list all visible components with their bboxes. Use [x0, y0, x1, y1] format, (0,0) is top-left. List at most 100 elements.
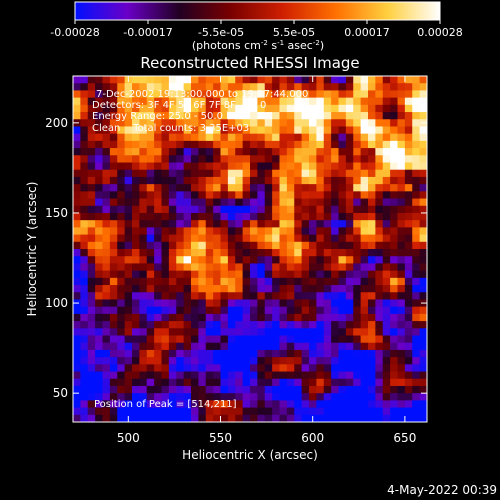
heatmap-cell — [73, 234, 81, 243]
heatmap-cell — [124, 119, 133, 128]
heatmap-cell — [375, 162, 384, 171]
heatmap-cell — [109, 140, 118, 149]
heatmap-cell — [183, 263, 192, 272]
heatmap-cell — [146, 97, 155, 106]
heatmap-cell — [331, 306, 340, 315]
heatmap-cell — [132, 220, 140, 228]
heatmap-cell — [257, 285, 266, 293]
heatmap-cell — [368, 349, 376, 358]
heatmap-cell — [168, 385, 177, 394]
heatmap-cell — [176, 155, 185, 164]
heatmap-cell — [146, 414, 155, 422]
heatmap-cell — [235, 76, 244, 84]
heatmap-cell — [323, 306, 332, 315]
heatmap-cell — [87, 378, 96, 387]
heatmap-cell — [242, 328, 251, 337]
heatmap-cell — [109, 321, 118, 329]
heatmap-cell — [397, 155, 406, 164]
heatmap-cell — [146, 155, 155, 164]
heatmap-cell — [331, 407, 340, 416]
heatmap-cell — [250, 198, 258, 207]
heatmap-cell — [375, 292, 384, 301]
heatmap-cell — [257, 126, 266, 135]
heatmap-cell — [205, 414, 214, 422]
heatmap-cell — [242, 97, 251, 106]
heatmap-cell — [397, 133, 406, 142]
heatmap-cell — [309, 285, 317, 293]
colorbar-ticks: -0.00028 -0.00017 -5.5e-05 5.5e-05 0.00017 0.… — [50, 20, 463, 39]
heatmap-cell — [242, 155, 251, 164]
heatmap-cell — [250, 83, 258, 92]
heatmap-cell — [124, 357, 133, 365]
heatmap-cell — [176, 205, 185, 214]
heatmap-cell — [323, 119, 332, 128]
heatmap-cell — [176, 371, 185, 380]
heatmap-cell — [154, 119, 163, 128]
heatmap-cell — [183, 97, 192, 106]
heatmap-cell — [382, 378, 391, 387]
heatmap-cell — [227, 364, 236, 373]
heatmap-cell — [168, 328, 177, 337]
heatmap-cell — [250, 112, 258, 120]
heatmap-cell — [331, 321, 340, 329]
heatmap-cell — [139, 277, 148, 286]
heatmap-cell — [412, 97, 421, 106]
heatmap-cell — [272, 126, 281, 135]
heatmap-cell — [154, 227, 163, 236]
heatmap-cell — [257, 349, 266, 358]
heatmap-cell — [390, 83, 399, 92]
heatmap-cell — [235, 263, 244, 272]
heatmap-cell — [102, 212, 111, 221]
heatmap-cell — [345, 234, 354, 243]
heatmap-cell — [183, 342, 192, 351]
heatmap-cell — [331, 256, 340, 265]
plot-frame — [72, 75, 428, 423]
heatmap-cell — [227, 328, 236, 337]
heatmap-cell — [257, 220, 266, 228]
heatmap-cell — [161, 328, 170, 337]
heatmap-cell — [345, 227, 354, 236]
heatmap-cell — [117, 292, 126, 301]
heatmap-cell — [250, 162, 258, 171]
heatmap-cell — [198, 393, 207, 401]
heatmap-cell — [242, 385, 251, 394]
x-tick-label: 550 — [209, 431, 232, 445]
heatmap-cell — [264, 162, 273, 171]
heatmap-cell — [73, 112, 81, 120]
heatmap-cell — [109, 335, 118, 344]
heatmap-cell — [419, 104, 427, 113]
heatmap-cell — [117, 400, 126, 409]
heatmap-cell — [191, 378, 199, 387]
heatmap-cell — [191, 97, 199, 106]
heatmap-cell — [220, 349, 229, 358]
heatmap-cell — [309, 249, 317, 257]
heatmap-cell — [205, 119, 214, 128]
heatmap-cell — [279, 140, 288, 149]
heatmap-cell — [404, 249, 413, 257]
heatmap-cell — [109, 364, 118, 373]
heatmap-cell — [257, 371, 266, 380]
heatmap-cell — [95, 241, 104, 250]
heatmap-cell — [419, 357, 427, 365]
heatmap-cell — [345, 407, 354, 416]
heatmap-cell — [286, 140, 295, 149]
heatmap-cell — [235, 191, 244, 200]
heatmap-cell — [323, 292, 332, 301]
heatmap-cell — [360, 328, 369, 337]
heatmap-cell — [375, 277, 384, 286]
heatmap-cell — [316, 357, 325, 365]
heatmap-cell — [309, 241, 317, 250]
heatmap-cell — [272, 385, 281, 394]
heatmap-cell — [198, 220, 207, 228]
heatmap-cell — [338, 349, 347, 358]
heatmap-cell — [257, 414, 266, 422]
heatmap-cell — [139, 407, 148, 416]
heatmap-cell — [161, 407, 170, 416]
heatmap-cell — [404, 414, 413, 422]
heatmap-cell — [368, 97, 376, 106]
heatmap-cell — [294, 169, 303, 178]
heatmap-cell — [257, 357, 266, 365]
heatmap-cell — [235, 97, 244, 106]
heatmap-cell — [176, 407, 185, 416]
heatmap-cell — [368, 148, 376, 156]
